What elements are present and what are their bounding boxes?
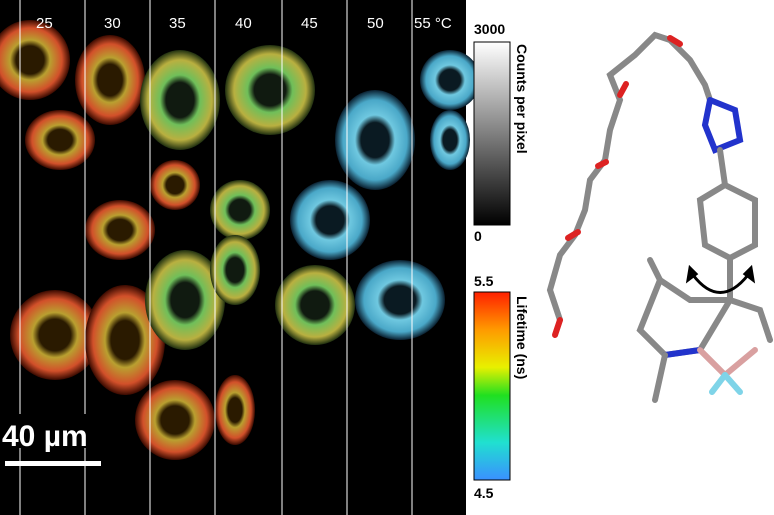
- molecule: [546, 31, 773, 403]
- colorbar-max: 3000: [474, 21, 505, 37]
- scale-bar: [5, 461, 101, 466]
- scale-bar-label: 40 µm: [2, 420, 88, 453]
- temperature-label: 55 °C: [414, 15, 452, 32]
- colorbar-min: 4.5: [474, 485, 494, 501]
- temperature-label: 45: [301, 15, 318, 32]
- colorbar-title: Lifetime (ns): [514, 296, 530, 379]
- temperature-label: 25: [36, 15, 53, 32]
- temperature-label: 50: [367, 15, 384, 32]
- temperature-label: 40: [235, 15, 252, 32]
- temperature-label: 35: [169, 15, 186, 32]
- microscopy-panel: 25 30 35 40 45 50 55 °C 40 µm: [0, 0, 480, 515]
- colorbar-max: 5.5: [474, 273, 494, 289]
- intensity-colorbar: 3000 0 Counts per pixel: [473, 21, 530, 244]
- colorbar-title: Counts per pixel: [514, 44, 530, 154]
- temperature-label: 30: [104, 15, 121, 32]
- lifetime-colorbar: 5.5 4.5 Lifetime (ns): [473, 273, 530, 501]
- colorbar-min: 0: [474, 228, 482, 244]
